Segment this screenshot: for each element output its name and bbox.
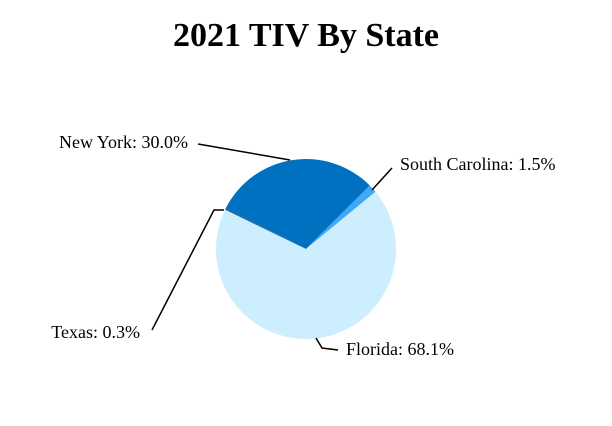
slice-label: South Carolina: 1.5%	[400, 154, 556, 174]
pie-slice	[225, 208, 306, 249]
pie-slice	[306, 185, 376, 249]
leader-line	[315, 337, 339, 351]
leader-line	[151, 209, 224, 331]
leader-line	[197, 143, 291, 161]
pie-slice	[225, 158, 370, 249]
leader-line	[371, 167, 393, 191]
slice-label: Texas: 0.3%	[51, 322, 140, 342]
chart-title: 2021 TIV By State	[173, 17, 439, 54]
pie-slice	[216, 191, 396, 339]
slice-label: Florida: 68.1%	[346, 339, 454, 359]
slice-label: New York: 30.0%	[59, 132, 188, 152]
